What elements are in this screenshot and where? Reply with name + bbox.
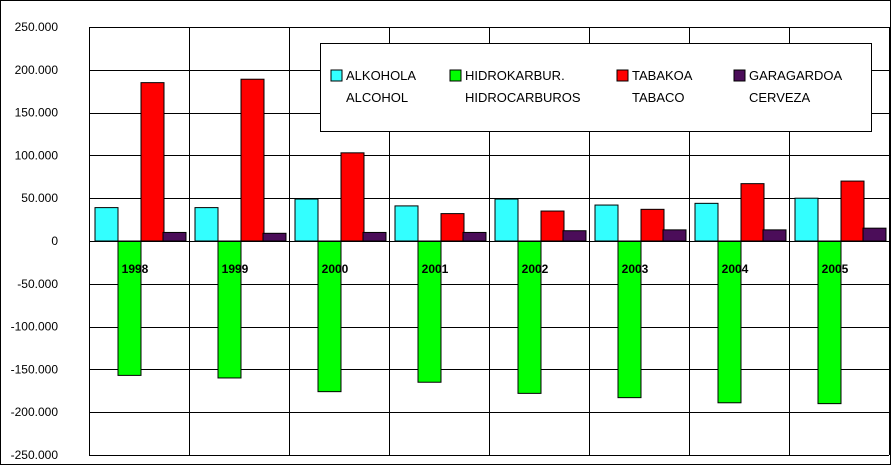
bar-tabakoa-2001 xyxy=(440,213,465,242)
category-label-2001: 2001 xyxy=(422,262,449,276)
legend-label-tabakoa-line2: TABACO xyxy=(632,90,685,105)
legend-label-garagardoa-line2: CERVEZA xyxy=(749,90,810,105)
y-tick-label: -150.000 xyxy=(11,362,59,376)
y-tick-label: 200.000 xyxy=(15,63,59,77)
bar-tabakoa-2004 xyxy=(740,183,765,242)
category-label-2000: 2000 xyxy=(322,262,349,276)
category-label-1998: 1998 xyxy=(122,262,149,276)
y-tick-label: 50.000 xyxy=(21,191,58,205)
bar-tabakoa-2005 xyxy=(840,180,865,242)
bar-alkohola-1998 xyxy=(94,207,119,242)
category-label-2005: 2005 xyxy=(822,262,849,276)
legend-swatch-tabakoa xyxy=(616,69,629,82)
legend xyxy=(320,43,872,132)
y-tick-label: 150.000 xyxy=(15,106,59,120)
bar-garagardoa-1998 xyxy=(162,231,187,242)
legend-label-garagardoa: GARAGARDOA xyxy=(749,68,843,83)
bar-tabakoa-1999 xyxy=(240,78,265,242)
bar-alkohola-2000 xyxy=(294,198,319,242)
bar-garagardoa-2000 xyxy=(362,231,387,242)
bar-alkohola-1999 xyxy=(194,207,219,242)
y-tick-label: -200.000 xyxy=(11,405,59,419)
legend-swatch-garagardoa xyxy=(733,69,746,82)
bar-tabakoa-1998 xyxy=(140,82,165,242)
y-tick-label: 100.000 xyxy=(15,148,59,162)
bar-tabakoa-2003 xyxy=(640,208,665,242)
legend-swatch-alkohola xyxy=(330,69,343,82)
bar-garagardoa-1999 xyxy=(262,232,287,242)
y-tick-label: 0 xyxy=(51,234,58,248)
bar-tabakoa-2000 xyxy=(340,152,365,242)
y-tick-label: -50.000 xyxy=(17,277,58,291)
bar-tabakoa-2002 xyxy=(540,210,565,242)
bar-alkohola-2003 xyxy=(594,204,619,242)
bar-alkohola-2004 xyxy=(694,202,719,242)
bar-garagardoa-2001 xyxy=(462,231,487,242)
legend-label-alkohola-line2: ALCOHOL xyxy=(346,90,408,105)
bar-alkohola-2005 xyxy=(794,197,819,242)
legend-swatch-hidrokarbur xyxy=(449,69,462,82)
y-tick-label: -100.000 xyxy=(11,320,59,334)
bar-garagardoa-2005 xyxy=(862,227,887,242)
y-tick-label: 250.000 xyxy=(15,20,59,34)
category-label-2004: 2004 xyxy=(722,262,749,276)
bar-alkohola-2002 xyxy=(494,198,519,242)
legend-label-hidrokarbur: HIDROKARBUR. xyxy=(465,68,565,83)
bar-garagardoa-2003 xyxy=(662,229,687,242)
legend-label-hidrokarbur-line2: HIDROCARBUROS xyxy=(465,90,581,105)
bar-alkohola-2001 xyxy=(394,205,419,242)
legend-label-tabakoa: TABAKOA xyxy=(632,68,693,83)
bar-garagardoa-2004 xyxy=(762,229,787,242)
legend-label-alkohola: ALKOHOLA xyxy=(346,68,416,83)
category-label-1999: 1999 xyxy=(222,262,249,276)
y-tick-label: -250.000 xyxy=(11,448,59,462)
bar-garagardoa-2002 xyxy=(562,230,587,242)
category-label-2002: 2002 xyxy=(522,262,549,276)
category-label-2003: 2003 xyxy=(622,262,649,276)
